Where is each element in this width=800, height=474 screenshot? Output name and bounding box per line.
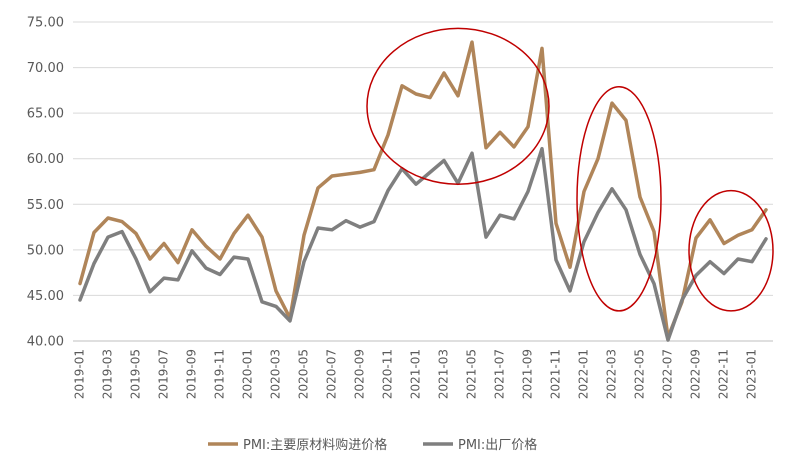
legend-label-ex-factory: PMI:出厂价格 <box>458 437 537 453</box>
y-tick-label: 75.00 <box>27 16 64 31</box>
y-tick-label: 60.00 <box>27 152 64 167</box>
highlight-ellipse <box>688 189 774 312</box>
x-tick-label: 2019-05 <box>129 349 143 399</box>
x-tick-label: 2020-09 <box>353 349 367 399</box>
x-tick-label: 2021-09 <box>521 349 535 399</box>
y-tick-label: 50.00 <box>27 243 64 258</box>
x-tick-label: 2023-01 <box>745 349 759 399</box>
y-axis: 40.00 45.00 50.00 55.00 60.00 65.00 70.00 75.00 <box>27 16 64 350</box>
x-tick-label: 2021-01 <box>409 349 423 399</box>
y-tick-label: 40.00 <box>27 335 64 350</box>
legend-label-raw-material: PMI:主要原材料购进价格 <box>243 437 387 453</box>
x-tick-label: 2020-11 <box>381 349 395 399</box>
x-tick-label: 2019-09 <box>185 349 199 399</box>
series-line-0 <box>78 40 768 340</box>
x-tick-label: 2020-03 <box>269 349 283 399</box>
x-axis: 2019-01 2019-03 2019-05 2019-07 2019-09 2019-… <box>73 340 773 399</box>
y-tick-label: 65.00 <box>27 107 64 122</box>
x-tick-label: 2021-03 <box>437 349 451 399</box>
highlight-ellipse <box>366 27 550 185</box>
x-tick-label: 2019-01 <box>73 349 87 399</box>
y-tick-label: 70.00 <box>27 61 64 76</box>
highlight-ellipse <box>576 85 662 312</box>
annotation-ellipses <box>366 27 774 312</box>
legend: PMI:主要原材料购进价格 PMI:出厂价格 <box>208 437 537 453</box>
x-tick-label: 2022-07 <box>661 349 675 399</box>
x-tick-label: 2019-03 <box>101 349 115 399</box>
x-tick-label: 2021-05 <box>465 349 479 399</box>
y-tick-label: 45.00 <box>27 289 64 304</box>
x-tick-label: 2020-01 <box>241 349 255 399</box>
x-tick-label: 2020-05 <box>297 349 311 399</box>
x-tick-label: 2022-11 <box>717 349 731 399</box>
y-tick-label: 55.00 <box>27 198 64 213</box>
x-tick-label: 2022-09 <box>689 349 703 399</box>
x-tick-label: 2019-07 <box>157 349 171 399</box>
gridlines <box>73 21 773 296</box>
x-tick-label: 2022-05 <box>633 349 647 399</box>
x-tick-label: 2022-01 <box>577 349 591 399</box>
x-tick-label: 2020-07 <box>325 349 339 399</box>
x-tick-label: 2022-03 <box>605 349 619 399</box>
x-tick-label: 2021-07 <box>493 349 507 399</box>
x-tick-label: 2019-11 <box>213 349 227 399</box>
x-tick-label: 2021-11 <box>549 349 563 399</box>
